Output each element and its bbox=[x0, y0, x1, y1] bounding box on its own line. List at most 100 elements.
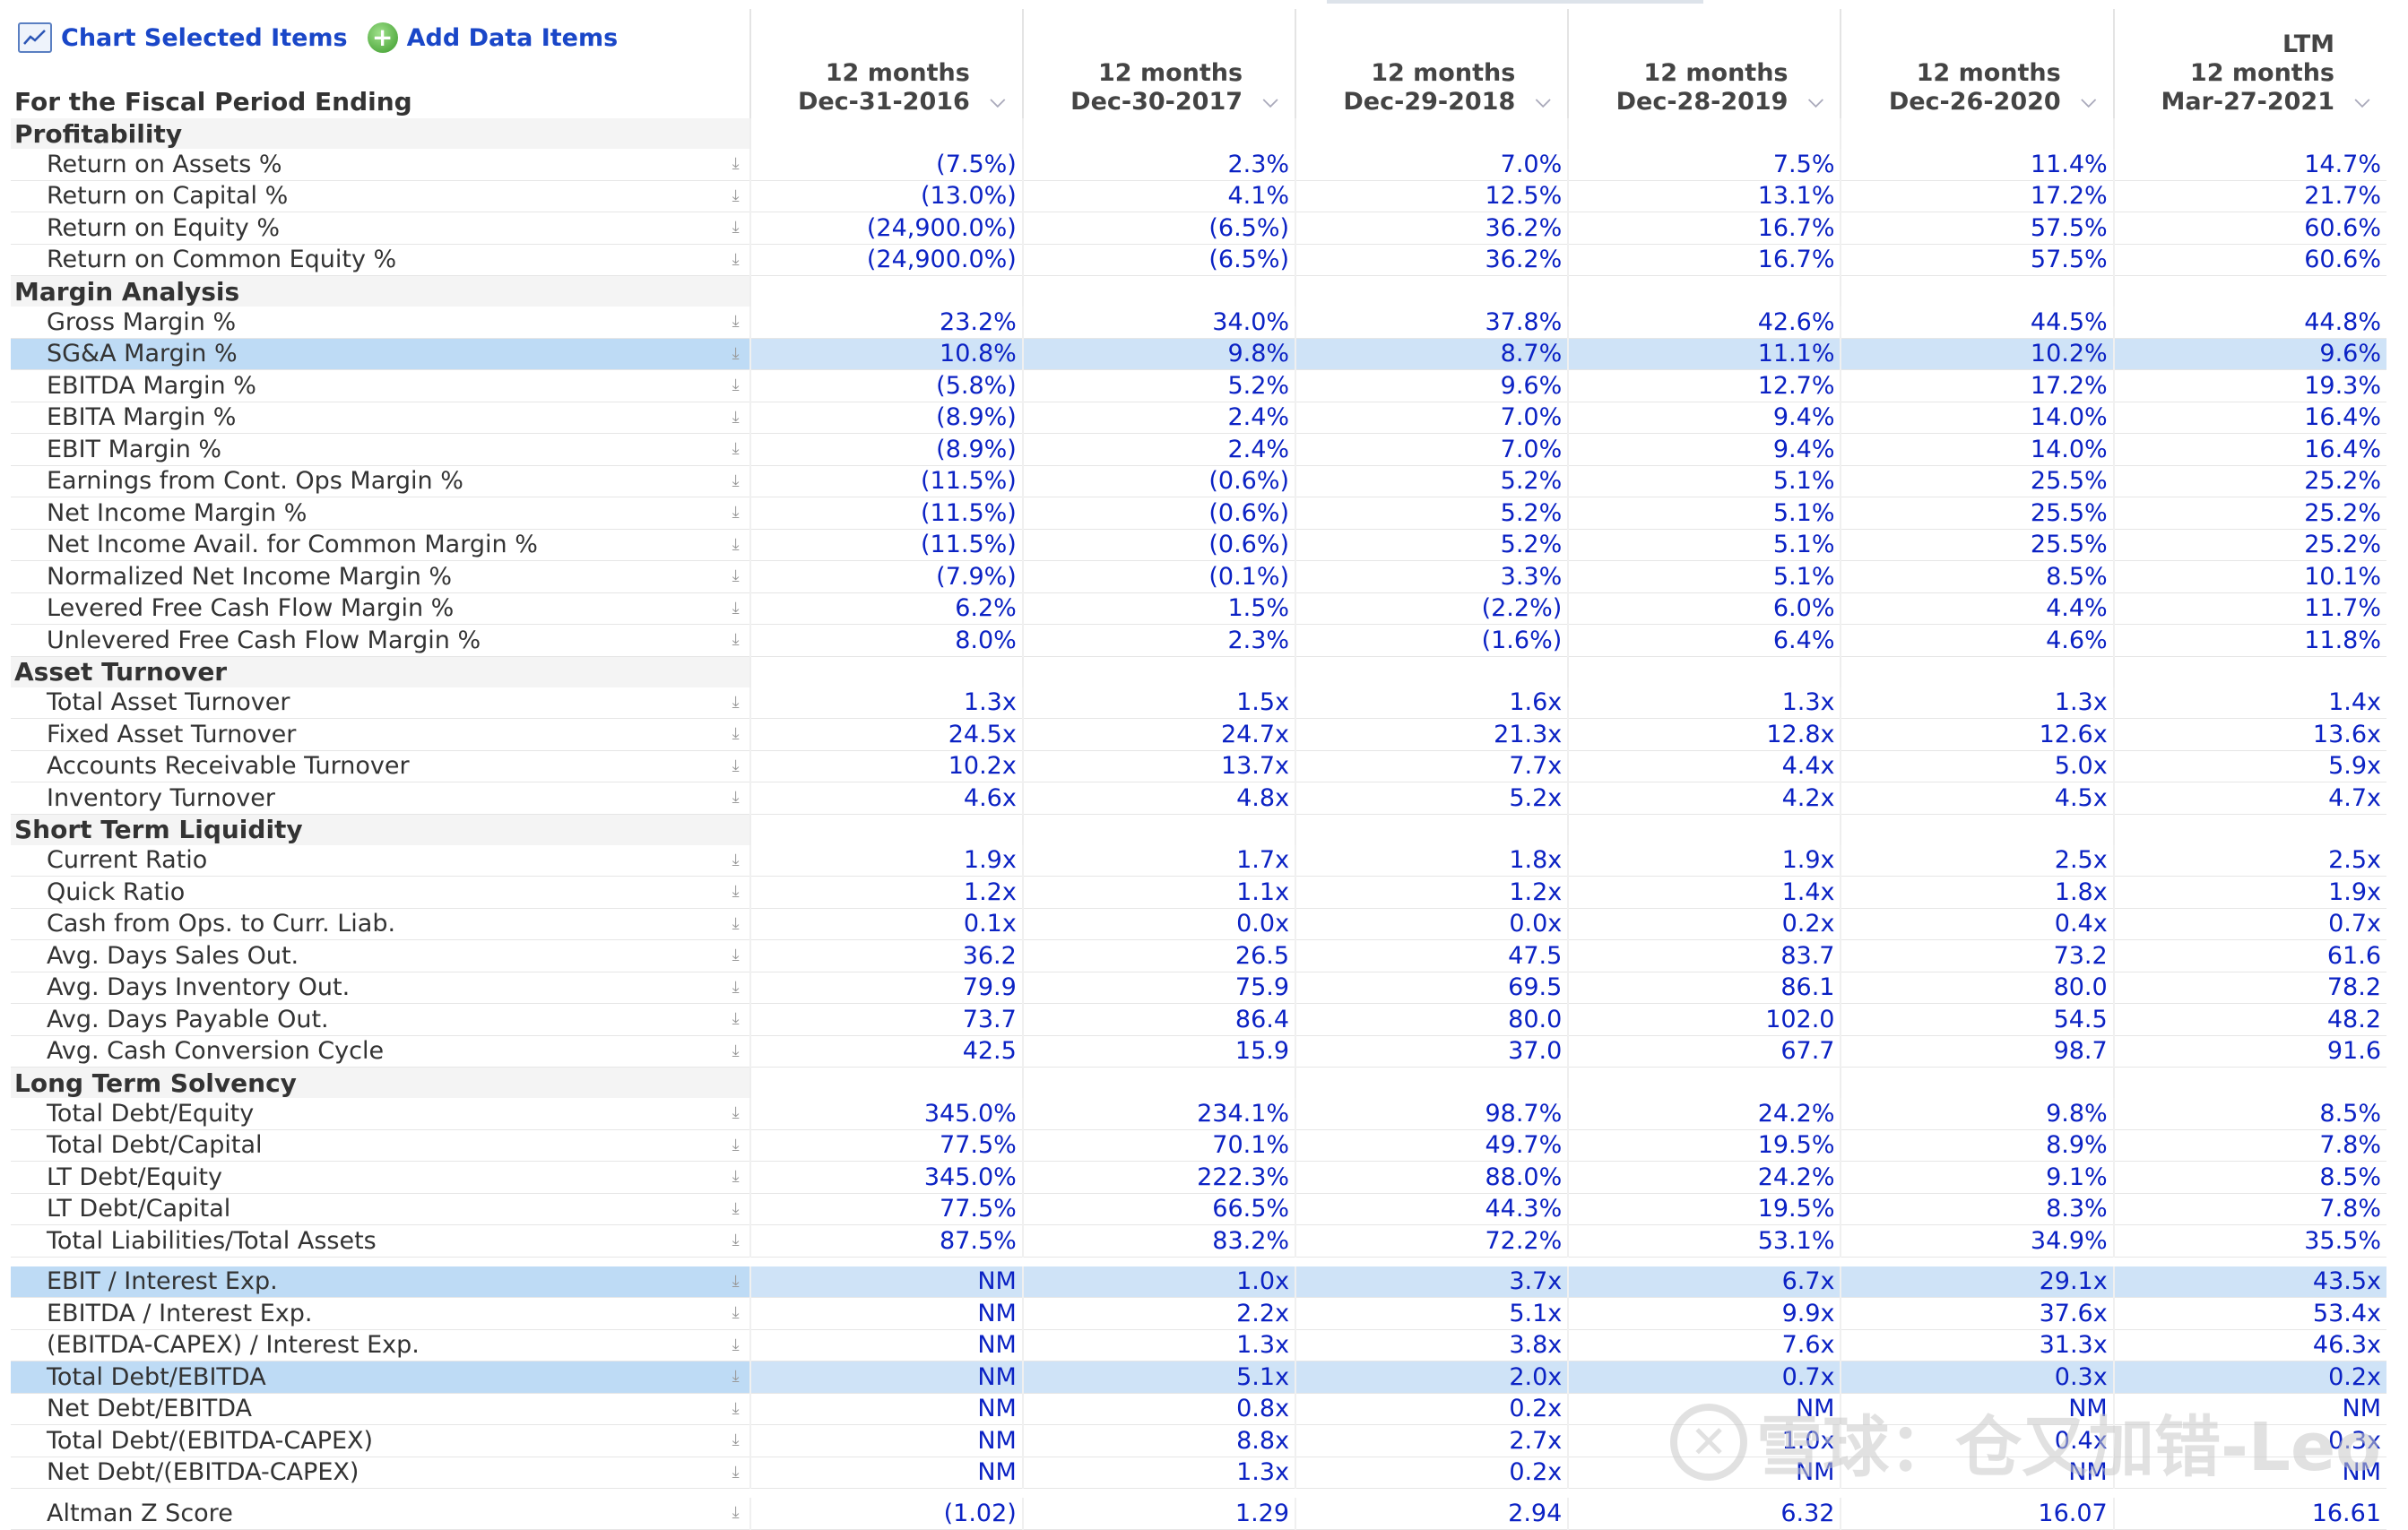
value-cell[interactable]: 5.1% bbox=[1567, 497, 1841, 530]
value-cell[interactable]: 17.2% bbox=[1840, 180, 2114, 212]
value-cell[interactable]: 5.2x bbox=[1295, 782, 1569, 815]
value-cell[interactable]: 7.8% bbox=[2112, 1129, 2386, 1162]
value-cell[interactable]: 46.3x bbox=[2112, 1329, 2386, 1361]
value-cell[interactable]: 77.5% bbox=[749, 1129, 1023, 1162]
value-cell[interactable]: 37.6x bbox=[1840, 1297, 2114, 1330]
download-arrow-icon[interactable]: ⤓ bbox=[732, 756, 740, 775]
value-cell[interactable]: 8.9% bbox=[1840, 1129, 2114, 1162]
value-cell[interactable]: 1.0x bbox=[1021, 1266, 1296, 1298]
value-cell[interactable]: 0.3x bbox=[1840, 1361, 2114, 1394]
value-cell[interactable]: 5.1% bbox=[1567, 529, 1841, 561]
table-row[interactable]: Return on Assets % ⤓ (7.5%) 2.3% 7.0% 7.5% 11.… bbox=[11, 149, 2386, 181]
table-row[interactable]: Avg. Days Inventory Out. ⤓ 79.9 75.9 69.5 86.… bbox=[11, 972, 2386, 1004]
value-cell[interactable]: 0.3x bbox=[2112, 1424, 2386, 1457]
value-cell[interactable]: 1.2x bbox=[1295, 876, 1569, 909]
value-cell[interactable]: (2.2%) bbox=[1295, 592, 1569, 625]
table-row[interactable]: Current Ratio ⤓ 1.9x 1.7x 1.8x 1.9x 2.5x 2.5x bbox=[11, 844, 2386, 877]
value-cell[interactable]: (1.6%) bbox=[1295, 624, 1569, 657]
value-cell[interactable]: 8.5% bbox=[1840, 560, 2114, 593]
value-cell[interactable]: 9.1% bbox=[1840, 1161, 2114, 1194]
value-cell[interactable]: 5.2% bbox=[1295, 465, 1569, 497]
value-cell[interactable]: 1.7x bbox=[1021, 844, 1296, 877]
value-cell[interactable]: 42.5 bbox=[749, 1035, 1023, 1068]
value-cell[interactable]: 5.2% bbox=[1021, 369, 1296, 402]
value-cell[interactable]: 1.4x bbox=[2112, 687, 2386, 719]
value-cell[interactable]: 25.5% bbox=[1840, 465, 2114, 497]
value-cell[interactable]: 3.3% bbox=[1295, 560, 1569, 593]
value-cell[interactable]: 44.3% bbox=[1295, 1193, 1569, 1225]
value-cell[interactable]: 77.5% bbox=[749, 1193, 1023, 1225]
download-arrow-icon[interactable]: ⤓ bbox=[732, 376, 740, 394]
value-cell[interactable]: 5.9x bbox=[2112, 750, 2386, 782]
column-header[interactable]: 12 months Dec-29-2018 ⌵ bbox=[1295, 9, 1569, 118]
value-cell[interactable]: 2.2x bbox=[1021, 1297, 1296, 1330]
chart-selected-items-button[interactable]: Chart Selected Items bbox=[18, 22, 348, 53]
value-cell[interactable]: (24,900.0%) bbox=[749, 244, 1023, 276]
value-cell[interactable]: 7.0% bbox=[1295, 433, 1569, 466]
value-cell[interactable]: 8.7% bbox=[1295, 338, 1569, 370]
value-cell[interactable]: 0.7x bbox=[2112, 908, 2386, 940]
download-arrow-icon[interactable]: ⤓ bbox=[732, 1231, 740, 1249]
value-cell[interactable]: NM bbox=[749, 1297, 1023, 1330]
value-cell[interactable]: 2.4% bbox=[1021, 433, 1296, 466]
value-cell[interactable]: 4.4x bbox=[1567, 750, 1841, 782]
value-cell[interactable]: 8.5% bbox=[2112, 1161, 2386, 1194]
download-arrow-icon[interactable]: ⤓ bbox=[732, 692, 740, 712]
download-arrow-icon[interactable]: ⤓ bbox=[732, 503, 740, 522]
value-cell[interactable]: 1.3x bbox=[749, 687, 1023, 719]
table-row[interactable]: SG&A Margin % ⤓ 10.8% 9.8% 8.7% 11.1% 10.2% 9.6… bbox=[11, 338, 2386, 370]
value-cell[interactable]: 25.5% bbox=[1840, 497, 2114, 530]
table-row[interactable]: Total Debt/EBITDA ⤓ NM 5.1x 2.0x 0.7x 0.3x 0.2x bbox=[11, 1361, 2386, 1394]
value-cell[interactable]: 0.2x bbox=[1295, 1457, 1569, 1489]
value-cell[interactable]: NM bbox=[749, 1457, 1023, 1489]
value-cell[interactable]: 36.2 bbox=[749, 939, 1023, 972]
download-arrow-icon[interactable]: ⤓ bbox=[732, 977, 740, 997]
value-cell[interactable]: 61.6 bbox=[2112, 939, 2386, 972]
table-row[interactable]: Levered Free Cash Flow Margin % ⤓ 6.2% 1.5%… bbox=[11, 592, 2386, 625]
value-cell[interactable]: 10.8% bbox=[749, 338, 1023, 370]
value-cell[interactable]: 2.0x bbox=[1295, 1361, 1569, 1394]
value-cell[interactable]: 4.4% bbox=[1840, 592, 2114, 625]
value-cell[interactable]: 6.0% bbox=[1567, 592, 1841, 625]
table-row[interactable]: EBITDA / Interest Exp. ⤓ NM 2.2x 5.1x 9.9x 37.… bbox=[11, 1297, 2386, 1330]
value-cell[interactable]: 14.0% bbox=[1840, 402, 2114, 434]
download-arrow-icon[interactable]: ⤓ bbox=[732, 724, 740, 743]
value-cell[interactable]: 4.7x bbox=[2112, 782, 2386, 815]
value-cell[interactable]: 11.8% bbox=[2112, 624, 2386, 657]
value-cell[interactable]: 0.2x bbox=[1567, 908, 1841, 940]
value-cell[interactable]: 24.7x bbox=[1021, 718, 1296, 751]
value-cell[interactable]: 24.2% bbox=[1567, 1098, 1841, 1130]
value-cell[interactable]: 1.9x bbox=[1567, 844, 1841, 877]
download-arrow-icon[interactable]: ⤓ bbox=[732, 218, 740, 237]
value-cell[interactable]: 1.8x bbox=[1840, 876, 2114, 909]
value-cell[interactable]: 19.5% bbox=[1567, 1193, 1841, 1225]
value-cell[interactable]: 16.7% bbox=[1567, 212, 1841, 245]
download-arrow-icon[interactable]: ⤓ bbox=[732, 1398, 740, 1418]
value-cell[interactable]: 3.8x bbox=[1295, 1329, 1569, 1361]
value-cell[interactable]: 1.8x bbox=[1295, 844, 1569, 877]
value-cell[interactable]: 23.2% bbox=[749, 307, 1023, 339]
value-cell[interactable]: 79.9 bbox=[749, 972, 1023, 1004]
value-cell[interactable]: 345.0% bbox=[749, 1161, 1023, 1194]
value-cell[interactable]: 1.5x bbox=[1021, 687, 1296, 719]
value-cell[interactable]: 5.1% bbox=[1567, 560, 1841, 593]
table-row[interactable]: Earnings from Cont. Ops Margin % ⤓ (11.5%)… bbox=[11, 465, 2386, 497]
value-cell[interactable]: 25.2% bbox=[2112, 497, 2386, 530]
value-cell[interactable]: (7.9%) bbox=[749, 560, 1023, 593]
chevron-down-icon[interactable]: ⌵ bbox=[2354, 90, 2370, 112]
value-cell[interactable]: 7.7x bbox=[1295, 750, 1569, 782]
value-cell[interactable]: 5.1% bbox=[1567, 465, 1841, 497]
table-row[interactable]: EBITDA Margin % ⤓ (5.8%) 5.2% 9.6% 12.7% 17.2%… bbox=[11, 369, 2386, 402]
download-arrow-icon[interactable]: ⤓ bbox=[732, 186, 740, 205]
value-cell[interactable]: NM bbox=[749, 1393, 1023, 1425]
value-cell[interactable]: 7.0% bbox=[1295, 402, 1569, 434]
value-cell[interactable]: 15.9 bbox=[1021, 1035, 1296, 1068]
value-cell[interactable]: 66.5% bbox=[1021, 1193, 1296, 1225]
value-cell[interactable]: 17.2% bbox=[1840, 369, 2114, 402]
table-row[interactable]: Avg. Days Sales Out. ⤓ 36.2 26.5 47.5 83.7 73.… bbox=[11, 939, 2386, 972]
value-cell[interactable]: 1.0x bbox=[1567, 1424, 1841, 1457]
value-cell[interactable]: 83.2% bbox=[1021, 1224, 1296, 1258]
value-cell[interactable]: 2.3% bbox=[1021, 624, 1296, 657]
table-row[interactable]: Total Debt/(EBITDA-CAPEX) ⤓ NM 8.8x 2.7x 1.0x… bbox=[11, 1424, 2386, 1457]
download-arrow-icon[interactable]: ⤓ bbox=[732, 1367, 740, 1386]
